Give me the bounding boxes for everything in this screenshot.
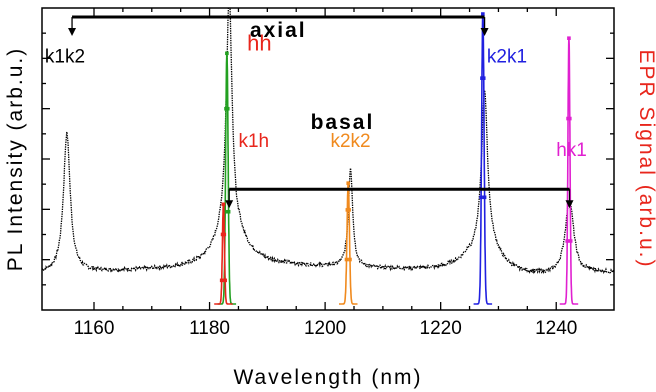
peak-label-k2k2: k2k2	[330, 131, 370, 152]
plot-frame	[41, 7, 615, 311]
axial-arrowhead	[480, 28, 489, 37]
annotation-layer: axial basal k1k2 hh k2k1 k1h k2k2 hk1	[45, 15, 587, 209]
pl-spectrum-line	[42, 8, 614, 275]
peak-label-k1h: k1h	[238, 131, 269, 152]
x-tick-label: 1220	[420, 318, 462, 339]
epr-point-k1h	[223, 278, 227, 283]
peak-label-k1k2: k1k2	[45, 46, 85, 67]
x-tick-label: 1160	[74, 318, 115, 339]
epr-point-hk1	[565, 239, 569, 243]
axial-label: axial	[250, 19, 307, 42]
peak-label-hh: hh	[247, 30, 271, 55]
basal-arrowhead	[225, 200, 234, 209]
epr-line-hh	[217, 53, 237, 305]
epr-point-k2k1	[479, 195, 483, 200]
epr-point-k2k2	[344, 257, 349, 262]
axial-arrowhead	[68, 28, 77, 37]
epr-line-hk1	[559, 38, 579, 305]
epr-point-k2k2	[348, 257, 352, 262]
x-tick-label: 1200	[304, 318, 346, 339]
epr-point-k2k1	[481, 12, 485, 16]
x-tick-label: 1240	[535, 318, 577, 339]
basal-arrowhead	[565, 200, 574, 209]
epr-point-k1h	[222, 232, 227, 237]
axis-layer: 1160 1180 1200 1220 1240	[42, 8, 614, 339]
epr-point-hh	[223, 209, 227, 214]
peak-label-hk1: hk1	[556, 140, 587, 161]
epr-point-k2k2	[347, 208, 351, 212]
series-layer	[42, 8, 614, 305]
y-axis-label-left: PL Intensity (arb.u.)	[4, 47, 27, 271]
epr-point-k1h	[221, 202, 226, 207]
epr-point-hk1	[567, 36, 571, 40]
epr-point-hk1	[568, 116, 572, 121]
epr-point-hk1	[568, 239, 573, 243]
epr-point-hh	[225, 106, 230, 111]
x-tick-label: 1180	[189, 318, 230, 339]
basal-label: basal	[311, 111, 375, 134]
y-axis-label-right: EPR Signal (arb.u.)	[635, 50, 656, 269]
epr-point-k2k2	[346, 181, 351, 185]
peak-label-k2k1: k2k1	[487, 46, 527, 67]
epr-point-hh	[226, 209, 231, 214]
epr-point-k2k1	[482, 195, 487, 200]
epr-point-k2k1	[481, 76, 486, 80]
epr-point-k1h	[219, 278, 224, 283]
epr-point-hh	[225, 51, 229, 56]
x-axis-label: Wavelength (nm)	[233, 366, 422, 389]
